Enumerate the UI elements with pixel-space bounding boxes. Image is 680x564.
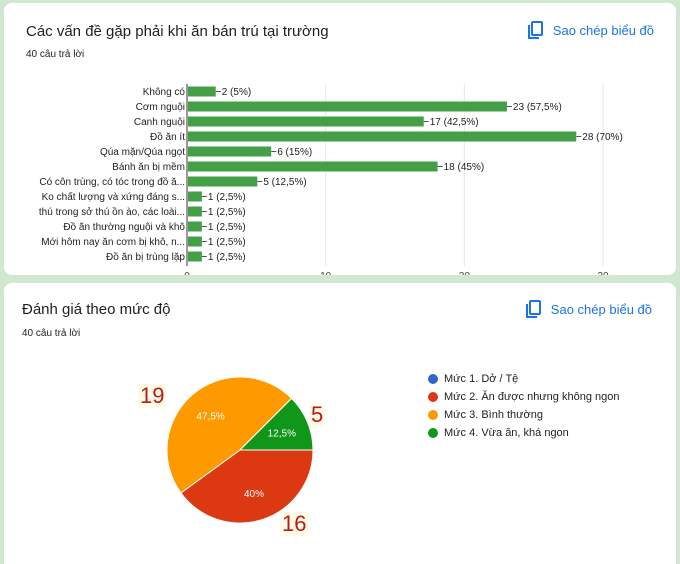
bar-chart: 0 10 20 30 Không có 2 (5%) Cơm nguội 23 (57,5%)… <box>39 84 623 275</box>
category-label: Có côn trùng, có tóc trong đồ ă... <box>39 176 185 188</box>
data-label: 1 (2,5%) <box>208 207 246 218</box>
legend-dot <box>428 410 438 420</box>
data-label: 1 (2,5%) <box>208 192 246 203</box>
legend-label: Mức 2. Ăn được nhưng không ngon <box>444 391 620 403</box>
response-count: 40 câu trả lời <box>22 328 81 339</box>
category-label: Cơm nguội <box>136 102 185 113</box>
legend-label: Mức 1. Dở / Tệ <box>444 373 519 385</box>
bar <box>188 116 424 127</box>
copy-icon <box>527 21 543 39</box>
legend-dot <box>428 374 438 384</box>
pie-slice <box>180 449 314 524</box>
category-label: Bánh ăn bị mềm <box>112 161 185 173</box>
data-label: 18 (45%) <box>444 162 485 173</box>
bar <box>188 101 507 112</box>
bar <box>188 176 258 187</box>
category-label: Không có <box>143 87 186 98</box>
bar <box>188 206 202 217</box>
category-label: Mới hôm nay ăn cơm bị khô, n... <box>41 237 185 248</box>
legend-dot <box>428 428 438 438</box>
response-count: 40 câu trả lời <box>26 49 85 60</box>
bar <box>188 86 216 97</box>
category-label: Qúa mặn/Qúa ngọt <box>100 147 185 158</box>
chart-title: Đánh giá theo mức độ <box>22 301 171 318</box>
bar <box>188 146 272 157</box>
bar <box>188 161 438 172</box>
pie-slice <box>166 376 293 494</box>
pie-legend: Mức 1. Dở / Tệ Mức 2. Ăn được nhưng không… <box>428 370 619 442</box>
annotation-count: 16 <box>280 511 309 536</box>
legend-label: Mức 4. Vừa ăn, khá ngon <box>444 427 569 439</box>
bar <box>188 251 202 262</box>
data-label: 1 (2,5%) <box>208 252 246 263</box>
copy-chart-button[interactable]: Sao chép biểu đồ <box>525 300 652 318</box>
bar <box>188 221 202 232</box>
bar <box>188 236 202 247</box>
data-label: 1 (2,5%) <box>208 237 246 248</box>
slice-label: 40% <box>244 489 264 500</box>
chart-title: Các vấn đề gặp phải khi ăn bán trú tại t… <box>26 23 329 40</box>
category-label: Đồ ăn bị trùng lặp <box>106 251 185 263</box>
legend-dot <box>428 392 438 402</box>
pie-slice <box>238 397 314 451</box>
annotation-count: 19 <box>138 383 167 408</box>
data-label: 1 (2,5%) <box>208 222 246 233</box>
copy-chart-label: Sao chép biểu đồ <box>552 22 654 38</box>
data-label: 17 (42,5%) <box>430 117 479 128</box>
data-label: 23 (57,5%) <box>513 102 562 113</box>
copy-icon <box>525 300 541 318</box>
category-label: Canh nguội <box>134 117 185 128</box>
bar <box>188 191 202 202</box>
x-tick-label: 0 <box>184 271 190 275</box>
data-label: 6 (15%) <box>277 147 312 158</box>
bar-chart-card: Các vấn đề gặp phải khi ăn bán trú tại t… <box>4 3 676 275</box>
slice-label: 12,5% <box>268 429 296 440</box>
pie-chart: 40% 47,5% 12,5% <box>166 376 314 524</box>
bar <box>188 131 577 142</box>
copy-chart-button[interactable]: Sao chép biểu đồ <box>527 21 654 39</box>
slice-label: 47,5% <box>196 412 224 423</box>
x-tick-label: 10 <box>320 271 332 275</box>
x-tick-label: 20 <box>459 271 471 275</box>
data-label: 28 (70%) <box>582 132 623 143</box>
legend-item: Mức 4. Vừa ăn, khá ngon <box>428 424 619 442</box>
legend-item: Mức 3. Bình thường <box>428 406 619 424</box>
x-tick-label: 30 <box>597 271 609 275</box>
category-label: Đồ ăn thường nguội và khô <box>63 221 185 233</box>
data-label: 5 (12,5%) <box>263 177 306 188</box>
annotation-count: 5 <box>309 402 326 427</box>
legend-label: Mức 3. Bình thường <box>444 409 543 421</box>
category-label: thú trong sở thú ồn ào, các loài... <box>39 206 185 218</box>
legend-item: Mức 1. Dở / Tệ <box>428 370 619 388</box>
copy-chart-label: Sao chép biểu đồ <box>550 301 652 317</box>
data-label: 2 (5%) <box>222 87 251 98</box>
category-label: Ko chất lượng và xứng đáng s... <box>42 191 185 203</box>
legend-item: Mức 2. Ăn được nhưng không ngon <box>428 388 619 406</box>
pie-chart-card: Đánh giá theo mức độ 40 câu trả lời Sao … <box>4 283 676 564</box>
category-label: Đồ ăn ít <box>150 131 185 143</box>
